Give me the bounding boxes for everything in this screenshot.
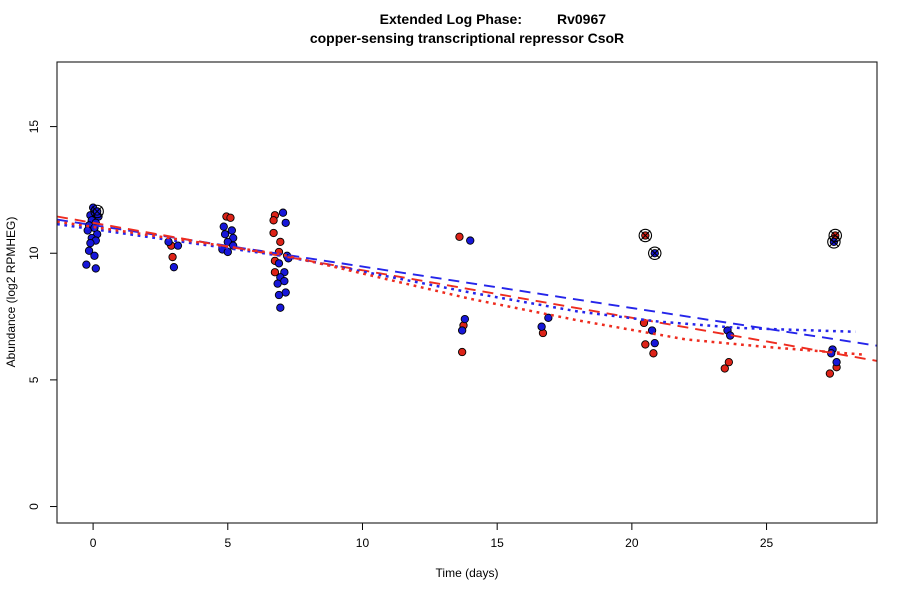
outlier-ring-icon [638, 228, 653, 243]
outlier-cross-icon [649, 247, 661, 259]
outlier-mark-red [638, 228, 653, 243]
data-point-blue [537, 322, 546, 331]
data-point-red [276, 237, 285, 246]
red-dashed-linear-fit [56, 215, 878, 362]
data-point-blue [84, 246, 94, 255]
data-point-red [649, 349, 658, 358]
data-point-blue [544, 313, 553, 322]
plot-title-gene: Rv0967 [557, 11, 606, 27]
data-point-blue [169, 263, 179, 272]
data-point-red [458, 347, 467, 357]
fit-lines [56, 215, 878, 362]
x-tick-label: 25 [760, 536, 774, 550]
data-point-red [825, 369, 835, 378]
outlier-cross-icon [828, 236, 840, 248]
outlier-cross-icon [91, 206, 103, 217]
x-tick-label: 10 [356, 536, 370, 550]
x-tick-label: 20 [625, 536, 639, 550]
data-point-blue [278, 208, 288, 217]
x-tick-label: 15 [490, 536, 504, 550]
data-point-blue [219, 222, 228, 231]
data-points [82, 203, 841, 378]
plot-title-prefix: Extended Log Phase: [380, 11, 522, 27]
blue-dashed-linear-fit [56, 218, 878, 347]
data-point-blue [274, 259, 284, 268]
y-axis-label: Abundance (log2 RPMHEG) [4, 217, 18, 368]
data-point-blue [82, 260, 91, 269]
outlier-marks [90, 204, 842, 260]
outlier-ring-icon [90, 204, 104, 219]
y-tick-label: 5 [27, 376, 41, 383]
outlier-ring-icon [827, 235, 841, 249]
data-point-blue [647, 326, 657, 335]
data-point-red [226, 213, 235, 222]
data-point-blue [466, 236, 475, 245]
data-point-red [269, 216, 278, 225]
data-point-blue [227, 226, 236, 235]
y-axis-ticks: 0 5 10 15 [27, 120, 57, 510]
plot-title-subtitle: copper-sensing transcriptional repressor… [310, 30, 624, 46]
data-point-red [168, 252, 177, 262]
data-point-red [269, 228, 278, 238]
blue-dotted-smooth-fit [56, 222, 856, 334]
data-point-blue [86, 238, 95, 248]
data-point-red [641, 340, 650, 349]
data-point-red [270, 268, 280, 277]
data-point-blue [650, 339, 659, 348]
data-point-blue [281, 218, 290, 227]
data-point-red [724, 358, 733, 367]
x-axis-label: Time (days) [436, 566, 499, 580]
y-tick-label: 10 [27, 246, 41, 260]
outlier-ring-icon [648, 246, 662, 260]
data-point-blue [832, 358, 841, 367]
outlier-mark-blue [90, 204, 104, 219]
data-point-blue [458, 326, 467, 335]
data-point-blue [273, 279, 282, 288]
data-point-blue [460, 314, 469, 324]
data-point-red [720, 364, 729, 373]
outlier-cross-icon [640, 230, 651, 241]
outlier-mark-blue [648, 246, 662, 260]
data-point-blue [274, 290, 284, 300]
x-axis-ticks: 0 5 10 15 20 25 [90, 523, 774, 550]
x-tick-label: 0 [90, 536, 97, 550]
data-point-blue [90, 251, 99, 260]
data-point-blue [276, 303, 285, 312]
outlier-ring-icon [828, 228, 842, 243]
data-point-blue [220, 230, 230, 239]
y-tick-label: 15 [27, 120, 41, 134]
x-tick-label: 5 [224, 536, 231, 550]
outlier-mark-blue [827, 235, 841, 249]
data-point-blue [173, 241, 183, 250]
data-point-red [455, 232, 464, 241]
y-tick-label: 0 [27, 503, 41, 510]
data-point-blue [91, 264, 100, 273]
plot-frame-box [56, 61, 878, 524]
